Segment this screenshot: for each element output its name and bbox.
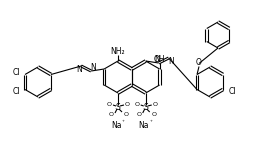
Text: O: O	[124, 101, 129, 106]
Text: O: O	[151, 112, 156, 116]
Text: O: O	[196, 58, 202, 67]
Text: N: N	[154, 54, 160, 64]
Text: N: N	[76, 65, 82, 73]
Text: ⁻: ⁻	[115, 109, 118, 114]
Text: ⁺: ⁺	[122, 120, 124, 126]
Text: O: O	[109, 113, 114, 117]
Text: Cl: Cl	[12, 87, 20, 96]
Text: OH: OH	[154, 55, 165, 65]
Text: O: O	[152, 101, 157, 106]
Text: Cl: Cl	[12, 68, 20, 77]
Text: O: O	[107, 102, 112, 108]
Text: Na: Na	[138, 120, 149, 130]
Text: O: O	[134, 102, 139, 108]
Text: O: O	[136, 113, 141, 117]
Text: NH₂: NH₂	[111, 48, 125, 56]
Text: O: O	[124, 112, 129, 116]
Text: S: S	[116, 102, 120, 112]
Text: N: N	[90, 63, 96, 71]
Text: N: N	[168, 56, 174, 66]
Text: ⁺: ⁺	[149, 120, 152, 126]
Text: Cl: Cl	[228, 87, 236, 96]
Text: Na: Na	[111, 120, 121, 130]
Text: S: S	[143, 102, 148, 112]
Text: ⁻: ⁻	[142, 109, 145, 114]
